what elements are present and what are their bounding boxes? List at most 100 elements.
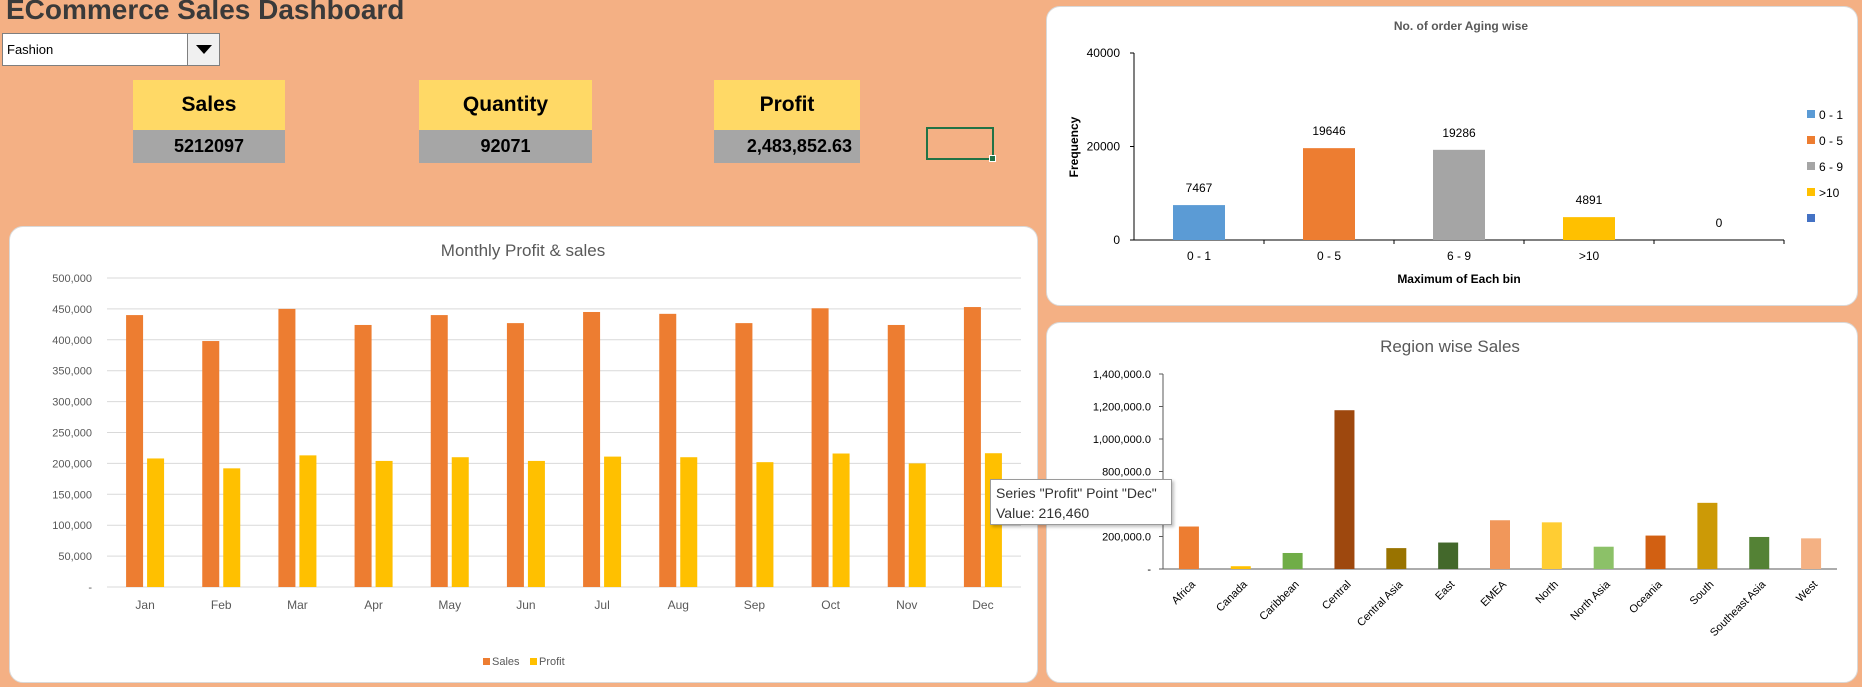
x-tick-label: Feb — [211, 598, 232, 612]
bar-sales — [659, 314, 676, 587]
dropdown-arrow-button[interactable] — [187, 33, 220, 66]
dropdown-value: Fashion — [7, 42, 53, 57]
x-tick-label: 6 - 9 — [1447, 249, 1471, 263]
category-filter-dropdown[interactable]: Fashion — [2, 33, 220, 66]
legend-label: 6 - 9 — [1819, 160, 1843, 174]
bar-sales — [507, 323, 524, 587]
y-tick-label: 1,400,000.0 — [1093, 369, 1151, 381]
y-tick-label: - — [1147, 564, 1151, 576]
x-tick-label: Central Asia — [1355, 578, 1406, 629]
x-tick-label: Canada — [1214, 578, 1250, 614]
aging-chart-panel[interactable]: No. of order Aging wise 0 20000 40000 7467 0 … — [1046, 6, 1858, 306]
x-tick-label: EMEA — [1479, 578, 1510, 609]
bar-profit — [147, 458, 164, 587]
legend-swatch — [1807, 214, 1815, 222]
x-tick-label: Jun — [516, 598, 535, 612]
bar-sales — [964, 307, 981, 587]
bar-sales — [355, 325, 372, 587]
bar-profit — [756, 462, 773, 587]
y-tick-label: 800,000.0 — [1102, 467, 1151, 479]
y-tick-label: 50,000 — [58, 551, 92, 563]
x-tick-label: Southeast Asia — [1708, 578, 1769, 639]
bar-profit — [909, 463, 926, 587]
y-tick-label: 300,000 — [52, 397, 92, 409]
x-tick-label: >10 — [1579, 249, 1600, 263]
x-tick-label: Jan — [135, 598, 154, 612]
kpi-profit-value: 2,483,852.63 — [714, 130, 860, 163]
bar-profit — [833, 454, 850, 587]
data-label: 7467 — [1186, 181, 1213, 195]
bar-sales — [202, 341, 219, 587]
kpi-sales-value: 5212097 — [133, 130, 285, 163]
region-bar — [1179, 527, 1199, 569]
legend-label: 0 - 1 — [1819, 108, 1843, 122]
bar-sales — [583, 312, 600, 587]
region-bar — [1594, 547, 1614, 569]
y-tick-label: 40000 — [1087, 46, 1121, 60]
fill-handle[interactable] — [989, 155, 996, 162]
region-bar — [1283, 553, 1303, 569]
legend-label: 0 - 5 — [1819, 134, 1843, 148]
y-tick-label: 400,000 — [52, 335, 92, 347]
bar-profit — [680, 457, 697, 587]
y-tick-label: 150,000 — [52, 489, 92, 501]
x-tick-label: Caribbean — [1257, 579, 1301, 623]
y-tick-label: 450,000 — [52, 304, 92, 316]
chart-title: No. of order Aging wise — [1394, 19, 1529, 33]
histogram-bar — [1173, 205, 1225, 240]
y-tick-label: 1,200,000.0 — [1093, 402, 1151, 414]
legend-swatch — [1807, 110, 1815, 118]
kpi-quantity: Quantity 92071 — [419, 80, 592, 163]
x-tick-label: East — [1433, 579, 1457, 603]
bar-sales — [126, 315, 143, 587]
legend-label: >10 — [1819, 186, 1840, 200]
data-label: 0 — [1716, 216, 1723, 230]
y-tick-label: 1,000,000.0 — [1093, 434, 1151, 446]
y-tick-label: 350,000 — [52, 366, 92, 378]
x-tick-label: Nov — [896, 598, 917, 612]
dashboard-title: ECommerce Sales Dashboard — [6, 0, 404, 26]
bar-profit — [452, 457, 469, 587]
legend-swatch — [530, 658, 537, 665]
y-tick-label: 250,000 — [52, 428, 92, 440]
x-tick-label: Dec — [972, 598, 993, 612]
x-tick-label: Africa — [1170, 578, 1199, 607]
bar-profit — [604, 457, 621, 587]
x-tick-label: North — [1533, 579, 1561, 607]
y-tick-label: 20000 — [1087, 140, 1121, 154]
bar-profit — [223, 468, 240, 587]
selected-cell[interactable] — [926, 127, 994, 160]
region-bar — [1697, 503, 1717, 569]
chart-tooltip: Series "Profit" Point "Dec" Value: 216,4… — [990, 479, 1172, 525]
region-bar — [1749, 537, 1769, 569]
legend-swatch — [483, 658, 490, 665]
kpi-sales: Sales 5212097 — [133, 80, 285, 163]
kpi-quantity-label: Quantity — [419, 80, 592, 130]
bar-profit — [299, 455, 316, 587]
data-label: 4891 — [1576, 193, 1603, 207]
x-tick-label: South — [1688, 579, 1717, 608]
y-tick-label: 0 — [1113, 233, 1120, 247]
legend-label: Sales — [492, 656, 520, 668]
monthly-chart-panel[interactable]: Monthly Profit & sales - 50,000 100,000 150,… — [9, 226, 1038, 683]
x-tick-label: May — [438, 598, 461, 612]
region-bar — [1386, 548, 1406, 569]
histogram-bar — [1563, 217, 1615, 240]
kpi-quantity-value: 92071 — [419, 130, 592, 163]
chart-title: Monthly Profit & sales — [441, 241, 605, 260]
region-bar — [1801, 538, 1821, 569]
x-tick-label: 0 - 5 — [1317, 249, 1341, 263]
kpi-profit-label: Profit — [714, 80, 860, 130]
bar-sales — [431, 315, 448, 587]
bar-profit — [528, 461, 545, 587]
region-bar — [1231, 566, 1251, 569]
kpi-profit: Profit 2,483,852.63 — [714, 80, 860, 163]
x-axis-title: Maximum of Each bin — [1397, 272, 1520, 286]
legend-swatch — [1807, 136, 1815, 144]
tooltip-line-1: Series "Profit" Point "Dec" — [996, 483, 1166, 503]
y-tick-label: 500,000 — [52, 273, 92, 285]
legend-label: Profit — [539, 656, 565, 668]
bar-sales — [278, 309, 295, 587]
x-tick-label: North Asia — [1568, 578, 1613, 623]
chevron-down-icon — [196, 45, 212, 55]
